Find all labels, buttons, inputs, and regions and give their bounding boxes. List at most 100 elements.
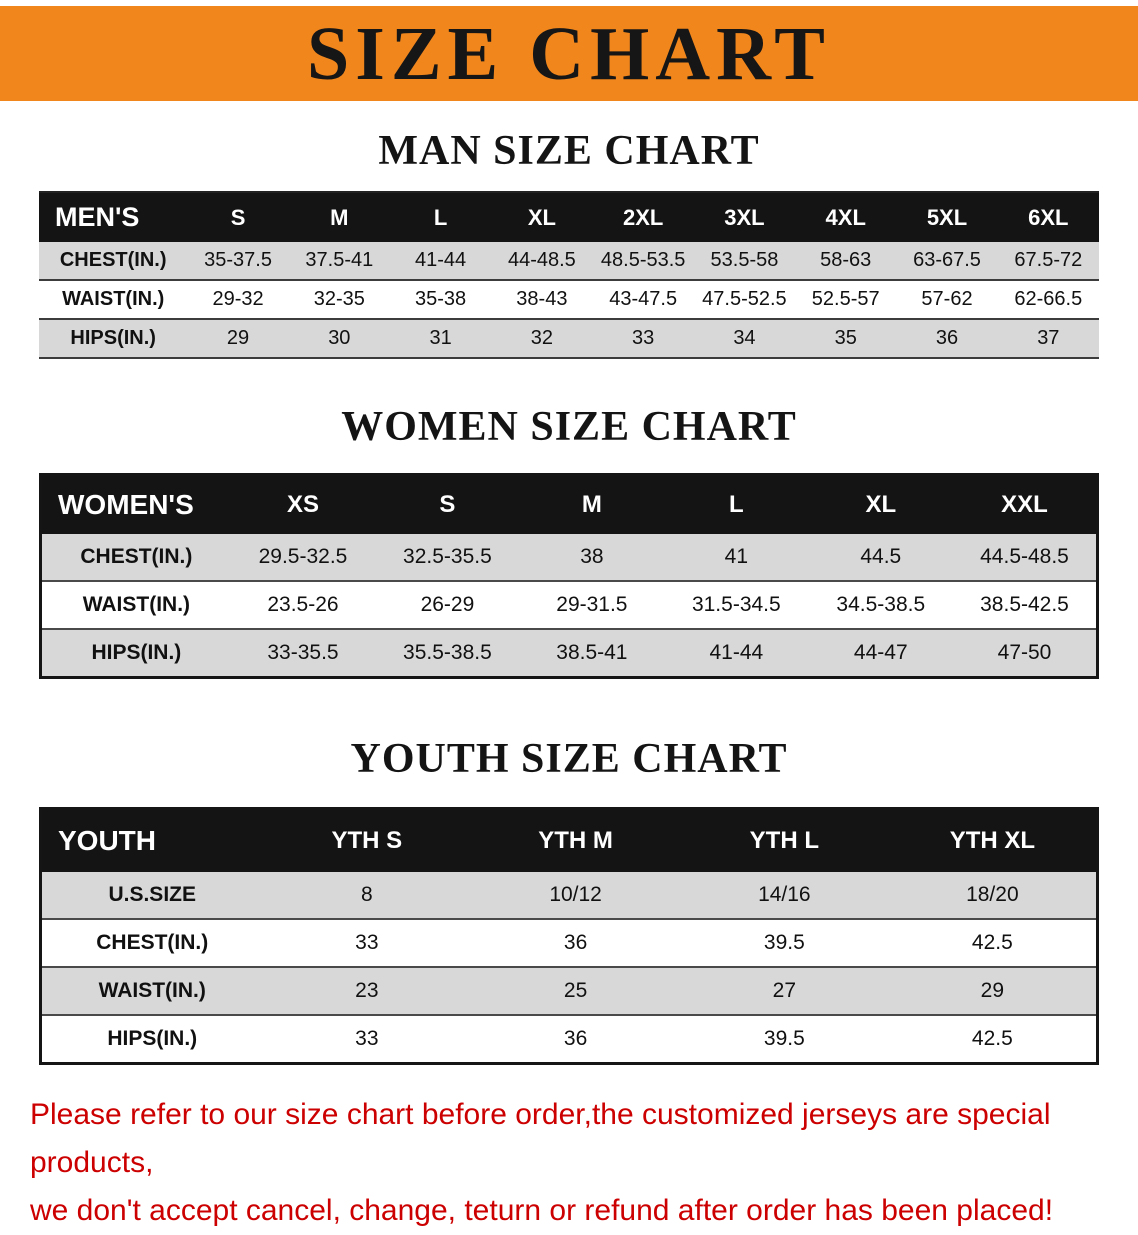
value-cell: 30 xyxy=(328,327,351,349)
value-cell: 58-63 xyxy=(820,249,872,271)
disclaimer-line-2: we don't accept cancel, change, teturn o… xyxy=(30,1194,1054,1227)
value-cell: 33 xyxy=(355,1027,379,1050)
table-row: WAIST(IN.) 23 25 27 29 xyxy=(40,967,1098,1015)
table-row: HIPS(IN.) 29 30 31 32 33 34 35 36 37 xyxy=(39,319,1099,358)
value-cell: 36 xyxy=(563,931,588,954)
value-cell: 44.5 xyxy=(860,545,902,568)
table-row: HIPS(IN.) 33-35.5 35.5-38.5 38.5-41 41-44 44-… xyxy=(40,629,1098,678)
size-header-cell: 4XL xyxy=(795,192,897,242)
value-cell: 10/12 xyxy=(549,883,602,906)
value-cell: 37 xyxy=(1037,327,1060,349)
table-title-cell: WOMEN'S xyxy=(40,474,231,534)
size-header-cell: L xyxy=(664,474,809,534)
value-cell: 35.5-38.5 xyxy=(403,641,492,664)
value-cell: 41-44 xyxy=(415,249,467,271)
page-title: SIZE CHART xyxy=(306,11,831,96)
women-size-table: WOMEN'S XS S M L XL XXL CHEST(IN.) 29.5-32.5 32.5… xyxy=(39,473,1099,679)
row-label-cell: WAIST(IN.) xyxy=(98,979,206,1002)
value-cell: 63-67.5 xyxy=(913,249,981,271)
value-cell: 8 xyxy=(361,883,373,906)
banner: SIZE CHART xyxy=(0,6,1138,101)
value-cell: 39.5 xyxy=(763,931,805,954)
row-label-cell: HIPS(IN.) xyxy=(70,327,156,349)
size-header-cell: M xyxy=(519,474,665,534)
value-cell: 35 xyxy=(834,327,857,349)
value-cell: 62-66.5 xyxy=(1014,288,1083,310)
value-cell: 42.5 xyxy=(971,931,1013,954)
value-cell: 18/20 xyxy=(966,883,1019,906)
value-cell: 36 xyxy=(563,1027,588,1050)
table-row: CHEST(IN.) 33 36 39.5 42.5 xyxy=(40,919,1098,967)
value-cell: 41-44 xyxy=(709,641,764,664)
value-cell: 34.5-38.5 xyxy=(836,593,926,616)
size-header-cell: S xyxy=(187,192,289,242)
header-row: YOUTH YTH S YTH M YTH L YTH XL xyxy=(40,808,1098,872)
row-label-cell: CHEST(IN.) xyxy=(80,545,193,568)
youth-size-table: YOUTH YTH S YTH M YTH L YTH XL U.S.SIZE 8 10/12… xyxy=(39,807,1099,1065)
table-row: CHEST(IN.) 35-37.5 37.5-41 41-44 44-48.5 48.5… xyxy=(39,242,1099,280)
row-label-cell: CHEST(IN.) xyxy=(59,249,167,271)
value-cell: 42.5 xyxy=(971,1027,1013,1050)
size-header-cell: YTH XL xyxy=(888,808,1098,872)
value-cell: 31.5-34.5 xyxy=(691,593,781,616)
value-cell: 47-50 xyxy=(997,641,1052,664)
value-cell: 38.5-41 xyxy=(556,641,628,664)
table-title-cell: YOUTH xyxy=(40,808,263,872)
value-cell: 39.5 xyxy=(763,1027,805,1050)
value-cell: 67.5-72 xyxy=(1014,249,1083,271)
value-cell: 25 xyxy=(563,979,588,1002)
value-cell: 31 xyxy=(429,327,452,349)
men-section-heading: MAN SIZE CHART xyxy=(378,128,760,174)
size-header-cell: L xyxy=(389,192,492,242)
size-header-cell: YTH L xyxy=(679,808,889,872)
value-cell: 44.5-48.5 xyxy=(980,545,1069,568)
value-cell: 32.5-35.5 xyxy=(403,545,492,568)
value-cell: 48.5-53.5 xyxy=(600,249,686,271)
table-title-cell: MEN'S xyxy=(39,192,188,242)
value-cell: 44-48.5 xyxy=(507,249,576,271)
value-cell: 32-35 xyxy=(313,288,365,310)
table-row: WAIST(IN.) 23.5-26 26-29 29-31.5 31.5-34.5 34… xyxy=(40,581,1098,629)
value-cell: 14/16 xyxy=(758,883,811,906)
value-cell: 27 xyxy=(772,979,797,1002)
value-cell: 35-37.5 xyxy=(204,249,272,271)
row-label-cell: WAIST(IN.) xyxy=(82,593,191,616)
value-cell: 29.5-32.5 xyxy=(258,545,348,568)
value-cell: 29-32 xyxy=(212,288,264,310)
value-cell: 38-43 xyxy=(516,288,568,310)
value-cell: 26-29 xyxy=(420,593,475,616)
header-row: MEN'S S M L XL 2XL 3XL 4XL 5XL 6XL xyxy=(39,192,1099,242)
size-header-cell: YTH S xyxy=(262,808,472,872)
row-label-cell: HIPS(IN.) xyxy=(91,641,182,664)
value-cell: 29-31.5 xyxy=(556,593,628,616)
value-cell: 34 xyxy=(733,327,756,349)
row-label-cell: U.S.SIZE xyxy=(108,883,196,906)
size-header-cell: S xyxy=(375,474,520,534)
value-cell: 35-38 xyxy=(415,288,467,310)
women-size-section: WOMEN SIZE CHART WOMEN'S XS S M L XL XXL CHEST(… xyxy=(0,403,1138,679)
size-header-cell: M xyxy=(288,192,390,242)
header-row: WOMEN'S XS S M L XL XXL xyxy=(40,474,1098,534)
value-cell: 47.5-52.5 xyxy=(702,288,787,310)
value-cell: 36 xyxy=(935,327,959,349)
women-section-heading: WOMEN SIZE CHART xyxy=(341,404,797,450)
value-cell: 32 xyxy=(530,327,553,349)
disclaimer: Please refer to our size chart before or… xyxy=(30,1091,1115,1235)
size-header-cell: XL xyxy=(491,192,593,242)
value-cell: 23 xyxy=(355,979,379,1002)
men-size-table: MEN'S S M L XL 2XL 3XL 4XL 5XL 6XL CHEST(IN.) 35-37… xyxy=(39,191,1099,359)
value-cell: 38.5-42.5 xyxy=(980,593,1069,616)
size-chart-page: SIZE CHART MAN SIZE CHART MEN'S S M L XL 2XL 3… xyxy=(0,6,1138,1235)
disclaimer-line-1: Please refer to our size chart before or… xyxy=(30,1098,1051,1179)
size-header-cell: XS xyxy=(230,474,376,534)
value-cell: 43-47.5 xyxy=(609,288,678,310)
size-header-cell: XXL xyxy=(953,474,1098,534)
value-cell: 37.5-41 xyxy=(305,249,374,271)
size-header-cell: 5XL xyxy=(896,192,998,242)
size-header-cell: 3XL xyxy=(693,192,796,242)
table-row: U.S.SIZE 8 10/12 14/16 18/20 xyxy=(40,872,1098,919)
value-cell: 29 xyxy=(980,979,1005,1002)
size-header-cell: 2XL xyxy=(592,192,694,242)
value-cell: 53.5-58 xyxy=(710,249,779,271)
table-row: CHEST(IN.) 29.5-32.5 32.5-35.5 38 41 44.5 44.5… xyxy=(40,534,1098,581)
